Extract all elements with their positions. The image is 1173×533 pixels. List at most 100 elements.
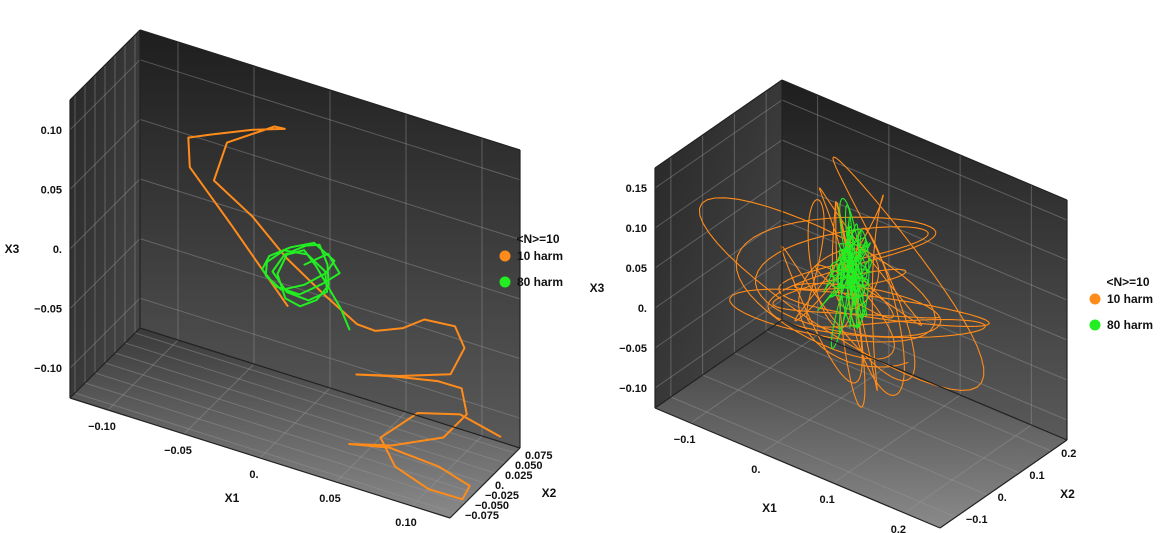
x-tick-label: 0. [249,469,258,481]
x-axis-label: X1 [225,491,240,505]
box-edge [69,397,451,519]
y-tick-label: −0.050 [475,500,509,512]
legend-entry-label: 80 harm [1107,318,1153,332]
gridline [761,364,890,454]
gridline [654,139,783,229]
side-wall [70,30,140,398]
gridline [69,297,141,369]
gridline [781,179,1068,301]
y-tick-label: 0. [495,480,504,492]
gridline [904,424,1032,514]
gridline [84,382,466,504]
x-tick-label: 0. [751,464,760,476]
z-tick-label: −0.10 [619,383,647,395]
legend-swatch [1089,293,1101,305]
gridline [781,219,1068,341]
legend-swatch [499,250,511,262]
gridline [654,219,783,309]
legend-swatch [1089,319,1101,331]
legend-entry-label: 80 harm [517,275,563,289]
gridline [124,342,506,464]
gridline [94,372,476,494]
x-tick-label: −0.1 [674,434,696,446]
gridline [702,374,988,496]
box-edge [781,79,1068,201]
z-tick-label: −0.05 [619,343,647,355]
box-edge [139,327,521,449]
z-tick-label: 0.15 [626,183,647,195]
y-tick-label: 0.2 [1061,448,1076,460]
gridline [654,179,783,269]
box-edge [69,29,141,101]
gridline [734,352,1020,474]
z-tick-label: −0.05 [34,304,62,316]
y-tick-label: −0.075 [465,510,499,522]
series-80-harm-line [261,241,351,331]
gridline [183,363,255,435]
y-axis-label: X2 [542,486,557,500]
y-tick-label: 0.1 [1029,470,1044,482]
z-tick-label: 0. [638,303,647,315]
plot-left: −0.10 −0.05 0. 0.05 0.10 −0.10 −0.05 0. 0.05 0.10… [5,29,557,529]
back-wall [140,30,520,448]
x-tick-label: −0.10 [88,421,116,433]
plot-right: −0.10 −0.05 0. 0.05 0.10 0.15 −0.1 0. 0.1 0.2 −0.1… [590,79,1076,533]
z-tick-label: 0. [53,244,62,256]
z-axis-label: X3 [5,242,20,256]
gridline [654,299,783,389]
floor-plane [70,328,520,518]
y-axis-label: X2 [1060,487,1075,501]
gridline [69,59,141,131]
series-10-harm-line [187,125,502,501]
y-tick-label: 0.050 [515,460,543,472]
y-tick-label: 0. [998,492,1007,504]
gridline [139,59,521,181]
gridline [781,99,1068,221]
z-tick-label: 0.10 [626,223,647,235]
y-tick-label: 0.075 [525,450,553,462]
legend-title: <N>=10 [1106,275,1149,289]
x-tick-label: −0.05 [164,445,192,457]
x-axis-label: X1 [762,501,777,515]
legend-swatch [499,276,511,288]
z-tick-label: 0.05 [626,263,647,275]
gridline [832,394,961,484]
gridline [74,392,456,514]
gridline [654,259,783,349]
legend-right: <N>=10 10 harm 80 harm [1089,275,1153,332]
gridline [134,332,516,454]
x-tick-label: 0.1 [819,494,834,506]
gridline [107,339,179,411]
legend-title: <N>=10 [516,232,559,246]
gridline [690,334,818,424]
floor-plane [655,320,1067,528]
gridline [781,139,1068,261]
x-tick-label: 0.05 [319,493,340,505]
box-edge [449,447,521,519]
box-edge [654,407,941,529]
box-edge [69,327,141,399]
z-tick-label: 0.10 [41,125,62,137]
gridline [139,178,521,300]
legend-left: <N>=10 10 harm 80 harm [499,232,563,289]
gridline [670,396,957,518]
y-tick-label: −0.025 [485,490,519,502]
gridline [139,118,521,240]
box-edge [939,439,1068,529]
z-tick-label: 0.05 [41,184,62,196]
z-tick-label: −0.10 [34,363,62,375]
gridline [104,362,486,484]
box-edge [654,79,783,169]
box-edge [139,29,521,151]
gridline [114,352,496,474]
gridline [654,99,783,189]
x-tick-label: 0.2 [891,524,906,533]
gridline [69,119,141,190]
gridline [139,297,521,419]
series-80-harm-line [817,197,872,349]
gridline [69,238,141,309]
x-tick-label: 0.10 [395,517,416,529]
gridline [69,178,141,250]
legend-entry-label: 10 harm [1107,292,1153,306]
